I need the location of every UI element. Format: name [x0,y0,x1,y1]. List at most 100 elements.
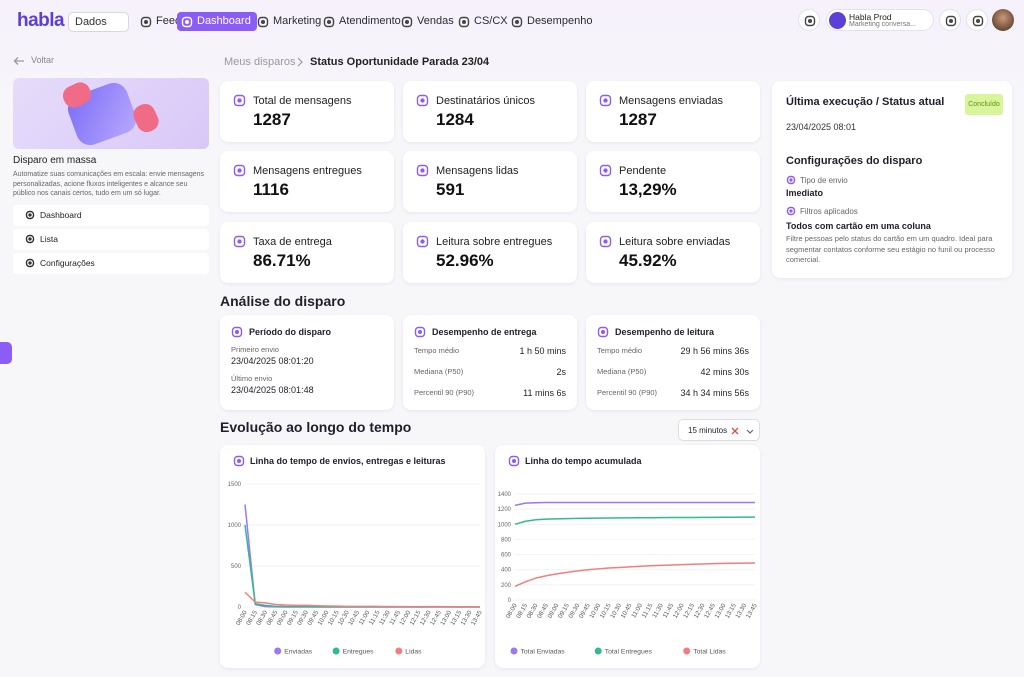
stat-label: Mensagens enviadas [619,95,723,107]
stat-value: 1116 [253,180,289,199]
stat-card: Mensagens entregues 1116 [220,151,394,212]
filters-label: Filtros aplicados [800,207,858,216]
icon [25,210,35,220]
icon-shape [511,16,523,27]
stat-value: 13,29% [619,180,677,199]
icon-shape [972,15,984,27]
icon-dot [327,19,331,24]
icon-dot [789,178,793,182]
user-avatar[interactable] [992,9,1014,31]
nav-item[interactable]: Desempenho [507,12,598,31]
icon-dot [28,261,32,265]
back-link[interactable]: Voltar [13,55,54,67]
metric-value: 11 mins 6s [523,388,566,398]
icon-dot [808,19,812,23]
icon [597,326,609,338]
series-line [244,591,481,608]
metric-value: 1 h 50 mins [519,346,566,356]
period-label: Último envio [231,374,273,383]
y-tick-label: 1500 [228,482,242,488]
analysis-card: Período do disparo Primeiro envio 23/04/20… [220,315,394,410]
nav-item[interactable]: Dashboard [177,12,257,31]
collapse-tab[interactable] [0,342,12,364]
chevron [746,429,754,434]
series-line [514,562,756,588]
nav-item[interactable]: Marketing [253,12,327,31]
icon [233,235,246,248]
legend-label: Total Enviadas [521,649,566,656]
view-button[interactable] [798,9,820,31]
stat-label: Pendente [619,165,667,177]
sidebar-menu-item[interactable]: Configurações [13,253,209,274]
icon [416,94,429,107]
stat-label: Leitura sobre enviadas [619,236,731,248]
icon-shape [786,206,796,216]
nav-item[interactable]: Vendas [397,12,460,31]
period-label: Primeiro envio [231,345,279,354]
icon [972,15,984,27]
chart: 05001000150008:0008:1508:3008:4509:0009:… [228,482,484,656]
legend-swatch [510,647,518,655]
hero-image [13,78,209,149]
nav-item[interactable]: Feed [136,12,187,31]
icon-dot [420,98,425,103]
workspace-select[interactable]: Dados [68,12,129,32]
y-tick-label: 0 [508,598,512,604]
icon-dot [237,239,242,244]
icon [804,15,816,27]
logo[interactable]: habla [17,10,65,31]
nav-item[interactable]: Atendimento [319,12,407,31]
icon-dot [144,19,148,24]
chart: 020040060080010001200140008:0008:1508:30… [498,492,759,656]
stat-value: 52.96% [436,251,494,270]
sidebar-menu-item[interactable]: Dashboard [13,205,209,226]
metric-value: 29 h 56 mins 36s [680,346,749,356]
status-badge: Concluído [965,94,1003,115]
y-tick-label: 500 [231,564,242,570]
icon-shape [599,164,612,177]
icon-shape [416,164,429,177]
account-switcher[interactable]: Habla Prod Marketing conversa... [826,9,934,31]
nav-item[interactable]: CS/CX [454,12,514,31]
y-tick-label: 0 [238,605,242,611]
legend-label: Total Lidas [693,649,726,656]
top-nav: habla Dados Feed Dashboard Marketing Atendime… [0,0,1024,42]
stat-value: 45.92% [619,251,677,270]
account-avatar [829,12,846,29]
icon-shape [257,16,269,27]
icon-shape [786,175,796,185]
status-panel: Última execução / Status atual Concluído 2… [772,81,1012,278]
icon [416,235,429,248]
legend-swatch [332,647,340,655]
sidebar-menu-item[interactable]: Lista [13,229,209,250]
icon-dot [237,168,242,173]
metric-label: Percentil 90 (P90) [414,388,475,397]
metric-label: Percentil 90 (P90) [597,388,658,397]
filter-description: Filtre pessoas pelo status do cartão em … [786,234,995,264]
icon-shape [233,235,246,248]
y-tick-label: 1000 [228,523,242,529]
icon [458,16,470,27]
icon-dot [418,330,422,334]
sidebar-menu-label: Configurações [40,258,95,268]
notifications-button[interactable] [966,9,988,31]
settings-button[interactable] [939,9,961,31]
icon-shape [416,94,429,107]
nav-item-label: Desempenho [527,15,593,27]
breadcrumb-parent[interactable]: Meus disparos [224,56,296,68]
icon [414,326,426,338]
icon-dot [235,330,239,334]
select-controls [731,427,754,435]
metric-label: Mediana (P50) [414,367,464,376]
interval-select[interactable]: 15 minutos [678,419,760,441]
icon [323,16,335,27]
workspace-label: Dados [75,16,107,28]
icon-dot [601,330,605,334]
icon-dot [237,459,241,463]
icon-shape [597,326,609,338]
icon [511,16,523,27]
icon-shape [233,455,245,467]
send-type-label: Tipo de envio [800,176,848,185]
legend-swatch [395,647,403,655]
